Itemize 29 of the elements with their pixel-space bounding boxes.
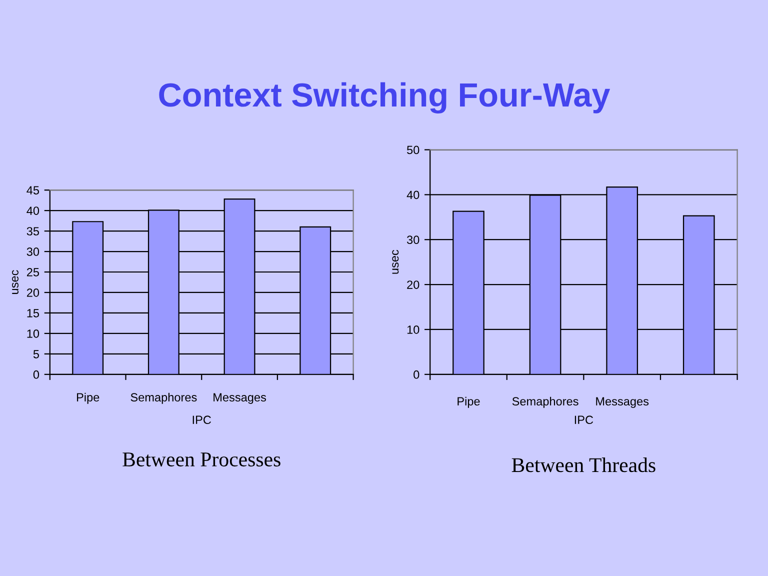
x-tick-label: Semaphores [130,392,197,404]
y-tick-label: 0 [414,370,420,379]
y-tick-label: 15 [27,309,40,318]
y-tick-label: 10 [407,326,420,334]
x-tick-label: Messages [214,393,266,404]
y-tick-label: 25 [26,268,40,276]
y-tick-label: 20 [407,280,420,289]
y-tick-label: 45 [26,186,40,194]
y-tick-label: 40 [406,190,420,200]
x-tick-label: Messages [596,397,649,408]
y-tick-label: 10 [27,329,40,338]
text: Between Threads [512,458,656,472]
x-tick-label: Semaphores [512,396,578,408]
y-tick-label: 30 [406,236,420,244]
y-tick-label: 40 [26,206,40,215]
y-axis-title: usec [392,250,399,274]
y-tick-label: 0 [33,370,40,379]
x-axis-title: IPC [574,416,594,424]
y-axis-title: usec [12,270,18,294]
x-tick-label: Pipe [76,392,100,404]
y-tick-label: 20 [26,288,40,297]
chart-title: Context Switching Four-Way [159,82,610,114]
x-axis-title: IPC [192,416,211,424]
y-tick-label: 30 [26,248,40,256]
y-tick-label: 35 [26,227,40,236]
y-tick-label: 5 [33,350,40,358]
x-tick-label: Pipe [458,396,480,408]
text: Between Processes [122,452,280,466]
y-tick-label: 50 [407,146,420,154]
